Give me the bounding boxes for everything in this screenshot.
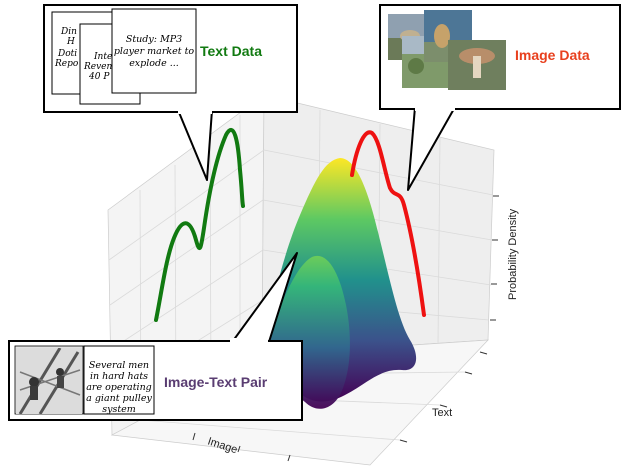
z-axis-label: Probability Density — [507, 208, 519, 300]
doc-front-text: Study: MP3 player market to explode ... — [114, 34, 195, 69]
image-data-label: Image Data — [515, 47, 590, 63]
pair-caption-text: Several men in hard hats are operating a gi… — [86, 360, 152, 415]
image-marginal-curve — [350, 130, 426, 317]
image-text-pair-callout: Several men in hard hats are operating a gi… — [8, 252, 303, 421]
text-marginal-curve — [154, 127, 245, 322]
pair-photo — [14, 345, 84, 415]
text-data-label: Text Data — [200, 43, 262, 59]
document-front: Study: MP3 player market to explode ... — [111, 8, 197, 94]
image-thumbnails — [388, 10, 506, 90]
z-axis-ticks — [490, 195, 499, 321]
thumbnail-mushroom — [448, 40, 506, 90]
doc-back-text: Din H Doti Repo — [54, 27, 79, 69]
pair-label: Image-Text Pair — [164, 374, 268, 390]
doc-middle-text: Inte Reven 40 P — [83, 52, 113, 82]
text-data-callout: Din H Doti Repo Inte Reven 40 P Study: MP3 pla… — [43, 4, 298, 181]
pair-caption-card — [83, 345, 155, 415]
y-axis-label: Text — [432, 407, 452, 419]
image-data-callout: Image Data — [379, 4, 621, 191]
